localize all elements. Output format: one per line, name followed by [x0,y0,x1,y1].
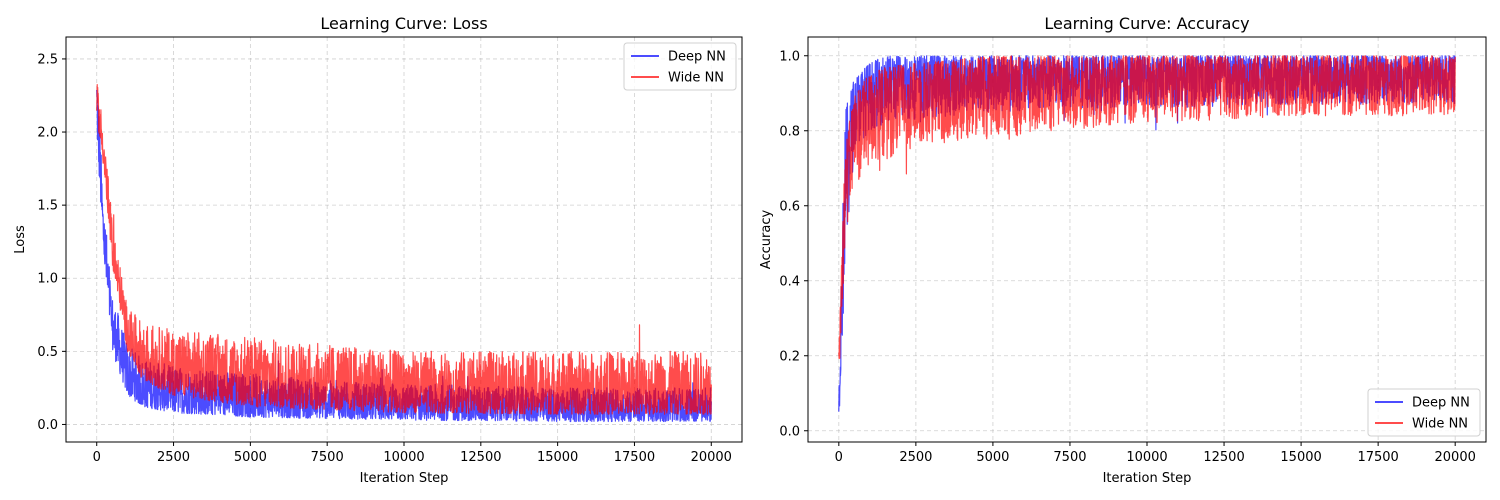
x-tick-label: 17500 [614,450,655,465]
x-axis-label: Iteration Step [1103,471,1192,486]
y-tick-label: 1.5 [37,199,58,214]
x-tick-label: 12500 [460,450,501,465]
y-axis-label: Loss [13,225,28,254]
legend-box [623,42,737,91]
x-tick-label: 7500 [311,450,344,465]
x-tick-label: 2500 [157,450,190,465]
wide-nn-line [96,83,712,415]
y-tick-label: 1.0 [37,272,58,287]
y-tick-label: 0.6 [779,199,800,214]
y-tick-label: 0.4 [779,274,800,289]
x-tick-label: 17500 [1357,450,1398,465]
x-tick-label: 5000 [976,450,1009,465]
x-tick-label: 15000 [537,450,578,465]
x-tick-label: 10000 [383,450,424,465]
x-axis-label: Iteration Step [360,471,449,486]
legend-box [1367,388,1481,437]
x-tick-label: 0 [835,450,843,465]
x-tick-label: 0 [93,450,101,465]
chart-title: Learning Curve: Accuracy [1044,14,1249,33]
legend-label: Deep NN [1412,396,1470,411]
y-tick-label: 0.0 [779,424,800,439]
y-tick-label: 2.5 [37,52,58,67]
y-tick-label: 0.5 [37,345,58,360]
x-tick-label: 12500 [1203,450,1244,465]
chart-title: Learning Curve: Loss [320,14,487,33]
legend-label: Wide NN [668,71,724,86]
legend-label: Wide NN [1412,417,1468,432]
legend-label: Deep NN [668,50,726,65]
y-tick-label: 1.0 [779,49,800,64]
loss-chart: 0 2500 5000 7500 10000 12500 15000 17500 20000 0.… [13,14,743,486]
y-axis-label: Accuracy [759,210,774,270]
x-tick-label: 10000 [1126,450,1167,465]
legend: Deep NN Wide NN [1367,388,1481,437]
x-tick-label: 20000 [691,450,732,465]
wide-nn-line [838,55,1456,360]
x-tick-label: 20000 [1435,450,1476,465]
y-tick-label: 0.2 [779,349,800,364]
y-tick-label: 0.0 [37,418,58,433]
x-tick-label: 5000 [234,450,267,465]
x-tick-label: 2500 [899,450,932,465]
y-tick-label: 0.8 [779,124,800,139]
x-tick-label: 15000 [1280,450,1321,465]
accuracy-chart: 0 2500 5000 7500 10000 12500 15000 17500 20000 0.… [759,14,1487,486]
x-tick-label: 7500 [1053,450,1086,465]
legend: Deep NN Wide NN [623,42,737,91]
y-tick-label: 2.0 [37,126,58,141]
